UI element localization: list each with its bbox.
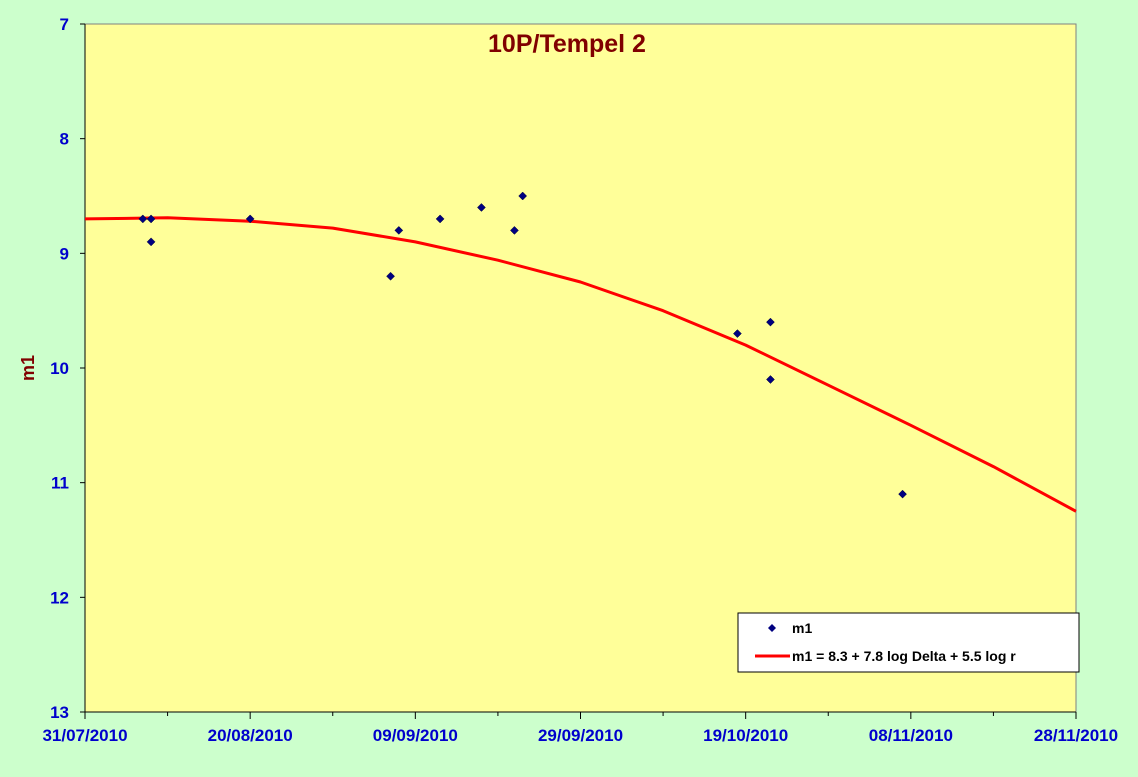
x-tick-label: 29/09/2010 — [538, 726, 623, 745]
data-point — [386, 271, 395, 281]
data-point — [435, 214, 445, 224]
x-axis: 31/07/2010 20/08/2010 09/09/2010 29/09/2010… — [42, 711, 1118, 745]
y-tick-label: 7 — [60, 15, 69, 34]
x-tick-label: 31/07/2010 — [42, 726, 127, 745]
y-tick-label: 10 — [50, 359, 69, 378]
data-point — [394, 226, 404, 235]
plot-area — [84, 23, 1077, 713]
data-point — [766, 317, 775, 327]
data-point — [733, 329, 742, 338]
legend-label-m1: m1 — [792, 620, 812, 636]
legend-marker-m1 — [768, 624, 776, 632]
data-point — [898, 489, 907, 499]
data-point — [510, 226, 519, 235]
x-tick-label: 09/09/2010 — [373, 726, 458, 745]
y-tick-label: 13 — [50, 703, 69, 722]
y-tick-label: 9 — [60, 244, 69, 263]
y-tick-label: 11 — [51, 474, 69, 493]
data-point — [518, 191, 528, 201]
x-tick-label: 20/08/2010 — [208, 726, 293, 745]
y-axis: 7 8 9 10 11 12 13 — [50, 15, 86, 722]
data-point — [245, 214, 255, 224]
legend-label-fit: m1 = 8.3 + 7.8 log Delta + 5.5 log r — [792, 648, 1016, 664]
legend: m1 m1 = 8.3 + 7.8 log Delta + 5.5 log r — [737, 612, 1080, 673]
data-point — [766, 375, 775, 384]
y-axis-label: m1 — [18, 355, 38, 381]
data-point — [146, 214, 156, 224]
y-tick-label: 12 — [50, 588, 69, 607]
y-tick-label: 8 — [60, 130, 69, 149]
x-tick-label: 08/11/2010 — [869, 726, 953, 745]
x-tick-label: 19/10/2010 — [703, 726, 788, 745]
legend-box — [737, 612, 1080, 673]
data-point — [146, 237, 156, 247]
x-tick-label: 28/11/2010 — [1034, 726, 1118, 745]
chart-title: 10P/Tempel 2 — [488, 30, 646, 58]
data-point — [477, 203, 486, 212]
data-points-layer — [138, 191, 907, 499]
data-point — [138, 214, 148, 224]
